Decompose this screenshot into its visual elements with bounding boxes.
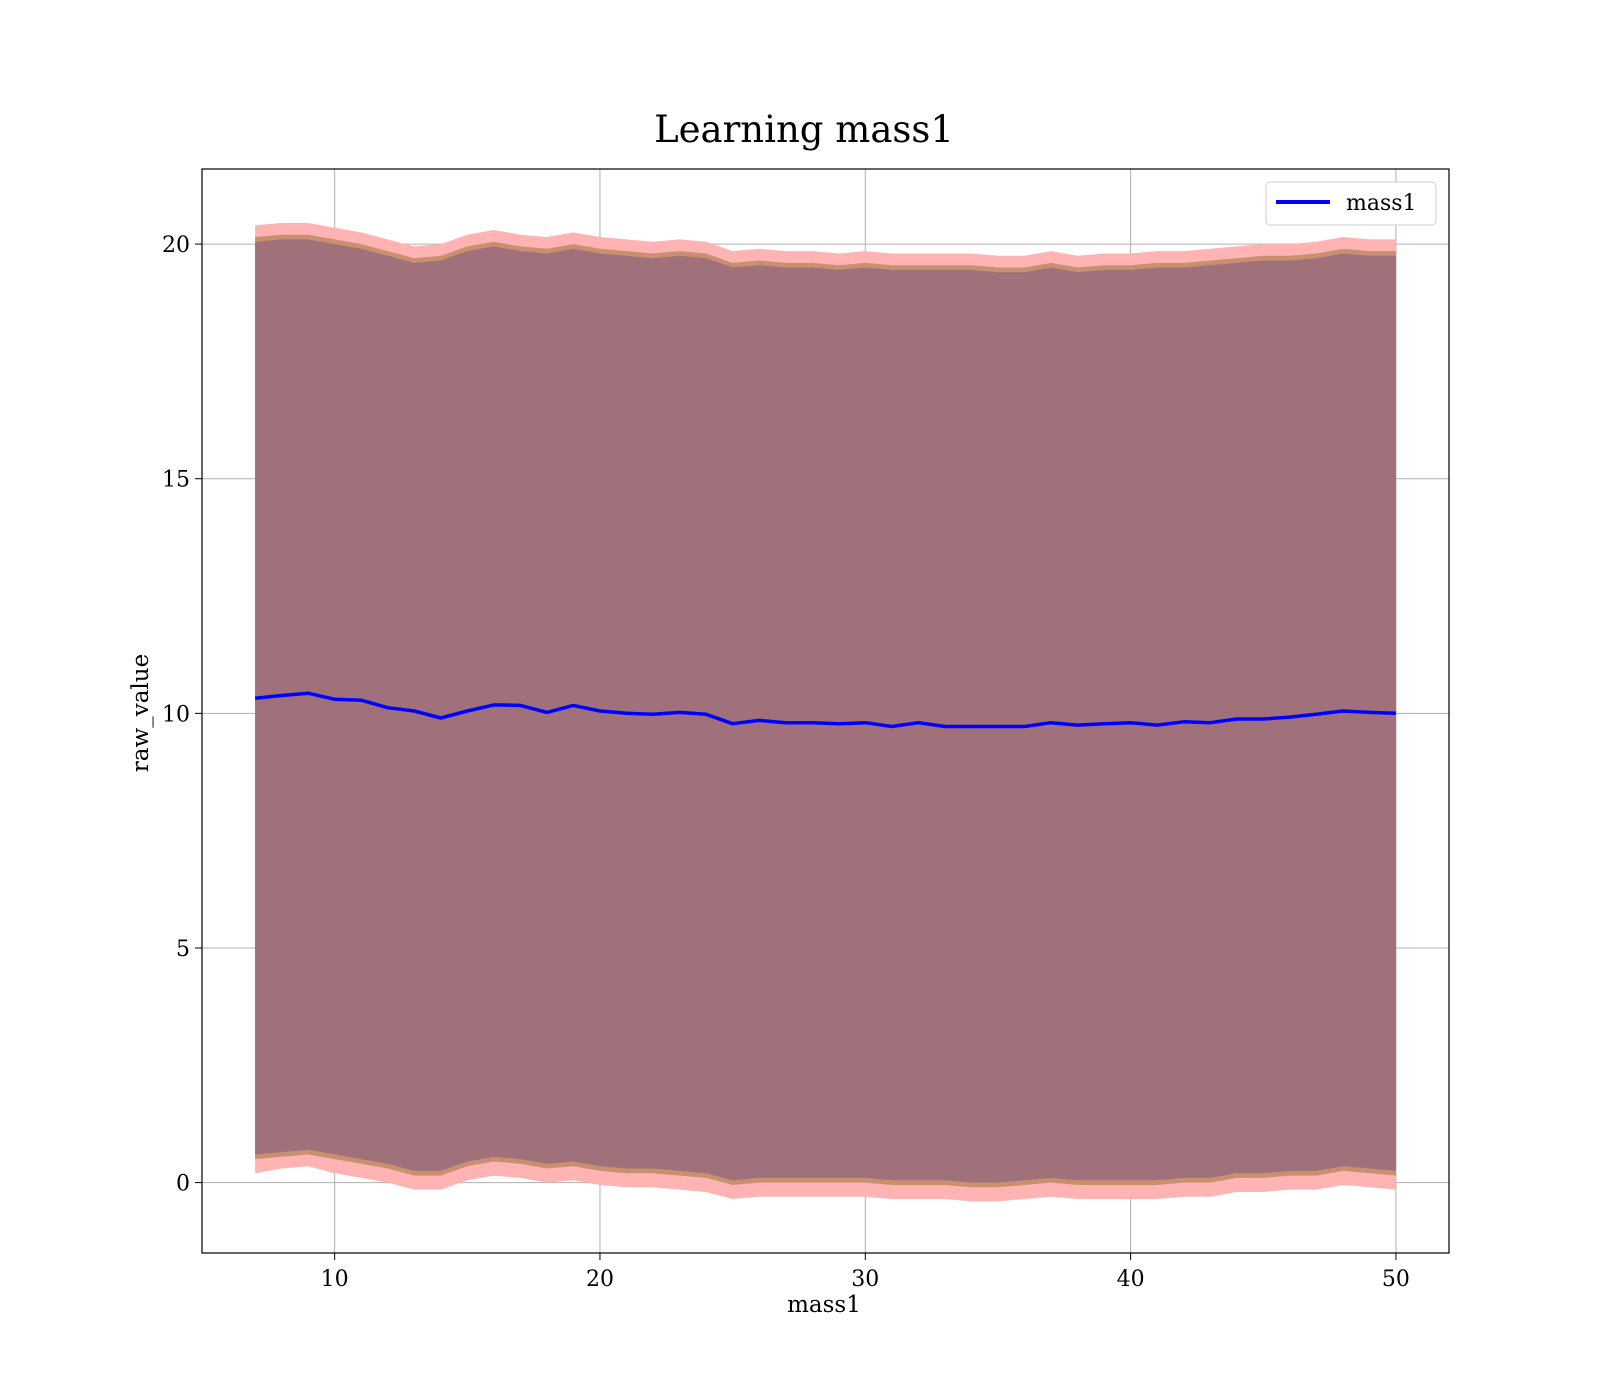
x-tick-label: 50 <box>1382 1267 1410 1292</box>
x-axis-label: mass1 <box>787 1292 861 1318</box>
y-tick-label: 10 <box>162 702 190 727</box>
legend: mass1 <box>1265 181 1437 226</box>
legend-label: mass1 <box>1346 191 1417 216</box>
plot-area: 10 20 30 40 50 0 5 10 15 20 <box>162 168 1450 1292</box>
y-tick-label: 15 <box>162 468 190 493</box>
y-ticks: 0 5 10 15 20 <box>162 233 202 1197</box>
series-line-mass1 <box>254 691 1396 729</box>
y-tick-label: 0 <box>176 1172 190 1197</box>
chart-title: Learning mass1 <box>654 108 954 151</box>
x-tick-label: 10 <box>321 1267 349 1292</box>
bands <box>255 223 1396 1202</box>
x-ticks: 10 20 30 40 50 <box>321 1253 1410 1292</box>
inner-band <box>255 239 1396 1183</box>
x-tick-label: 40 <box>1117 1267 1145 1292</box>
y-axis-label: raw_value <box>128 654 154 772</box>
y-tick-label: 20 <box>162 233 190 258</box>
legend-box <box>1265 181 1437 226</box>
series-lines <box>254 691 1396 729</box>
x-tick-label: 30 <box>851 1267 879 1292</box>
x-tick-label: 20 <box>586 1267 614 1292</box>
y-tick-label: 5 <box>176 937 190 962</box>
axes-frame <box>201 168 1450 1254</box>
